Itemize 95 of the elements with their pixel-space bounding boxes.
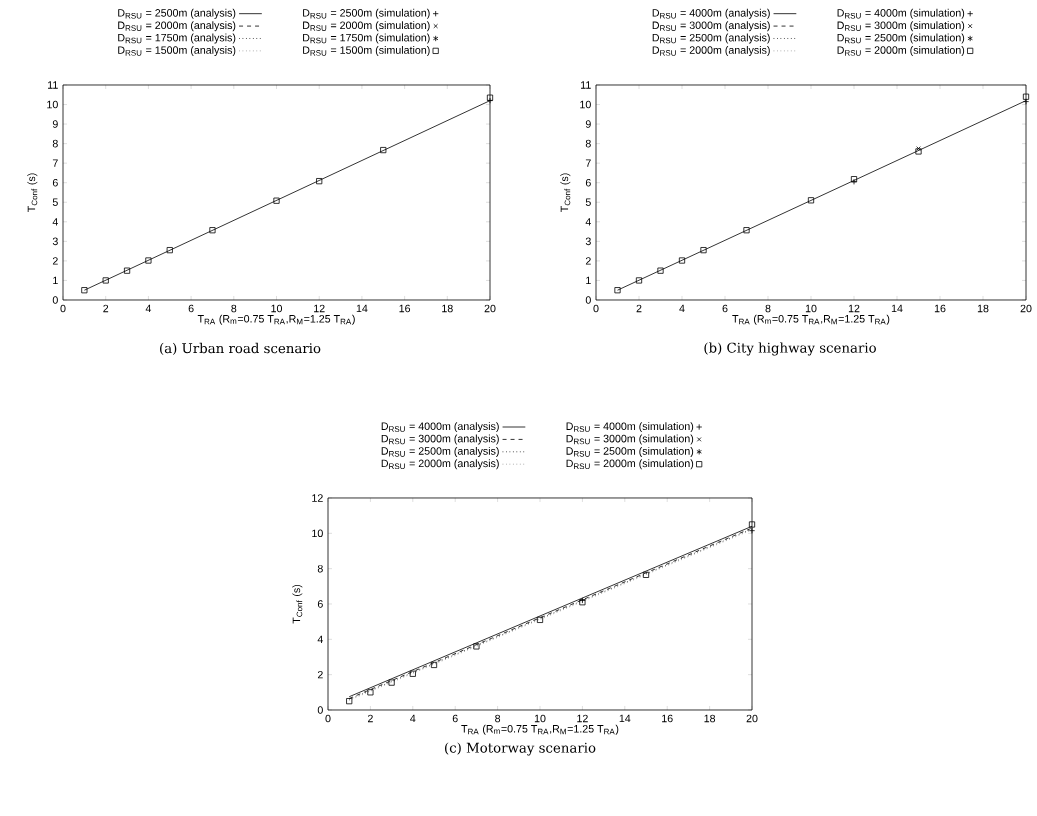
x-tick-label: 16: [399, 304, 411, 313]
x-tick-label: 0: [60, 304, 66, 313]
x-tick-label: 4: [145, 304, 152, 313]
x-tick-label: 0: [325, 714, 331, 723]
y-tick-label: 11: [581, 81, 591, 89]
legend-label: D$_{RSU}$ = 1750m (simulation): [303, 33, 430, 44]
text: T$_{RA}$ (R$_{m}$=0.75 T$_{RA}$,R$_{M}$=1.25 T$_{RA}$): [197, 314, 355, 325]
y-tick-label: 1: [53, 276, 58, 285]
x-tick-label: 18: [442, 304, 453, 313]
x-tick-label: 20: [746, 714, 758, 723]
x-tick-label: 4: [410, 714, 416, 723]
x-tick-label: 12: [848, 304, 860, 313]
x-tick-label: 18: [977, 304, 989, 313]
legend-label: D$_{RSU}$ = 4000m (simulation): [837, 8, 965, 19]
x-tick-label: 10: [534, 714, 546, 723]
y-tick-label: 10: [47, 100, 58, 109]
x-tick-label: 20: [1020, 304, 1032, 313]
y-tick-label: 8: [52, 139, 58, 148]
legend-label: D$_{RSU}$ = 4000m (simulation): [566, 422, 694, 433]
legend-label: D$_{RSU}$ = 2000m (simulation): [566, 459, 694, 470]
legend-label: D$_{RSU}$ = 2000m (analysis): [118, 21, 236, 32]
legend-label: D$_{RSU}$ = 3000m (analysis): [652, 21, 770, 32]
y-tick-label: 7: [52, 159, 58, 167]
legend-label: D$_{RSU}$ = 3000m (analysis): [381, 434, 499, 445]
x-tick-label: 4: [679, 304, 685, 313]
x-tick-label: 6: [722, 304, 728, 313]
legend-label: D$_{RSU}$ = 2500m (analysis): [381, 446, 499, 457]
y-tick-label: 0: [317, 706, 323, 714]
legend-label: D$_{RSU}$ = 4000m (analysis): [381, 422, 499, 433]
y-tick-label: 2: [52, 257, 58, 265]
x-tick-label: 6: [188, 304, 194, 313]
x-tick-label: 10: [805, 304, 817, 313]
legend-label: D$_{RSU}$ = 2500m (analysis): [118, 8, 236, 19]
x-tick-label: 8: [231, 304, 237, 313]
x-tick-label: 18: [704, 714, 716, 723]
y-tick-label: 1: [586, 276, 591, 285]
y-tick-label: 0: [585, 296, 591, 304]
legend-label: D$_{RSU}$ = 2500m (analysis): [652, 33, 770, 44]
legend-label: D$_{RSU}$ = 1500m (simulation): [303, 46, 430, 56]
y-tick-label: 4: [317, 635, 323, 643]
x-tick-label: 16: [662, 714, 673, 723]
y-tick-label: 8: [585, 139, 591, 148]
y-tick-label: 0: [52, 296, 58, 304]
x-tick-label: 10: [271, 304, 283, 313]
y-tick-label: 8: [317, 564, 323, 573]
y-tick-label: 5: [585, 198, 591, 206]
legend-label: D$_{RSU}$ = 2000m (simulation): [303, 21, 430, 32]
x-tick-label: 8: [495, 714, 501, 723]
x-tick-label: 14: [619, 714, 631, 723]
y-tick-label: 10: [580, 100, 591, 109]
x-tick-label: 20: [484, 304, 496, 313]
legend-label: D$_{RSU}$ = 3000m (simulation): [837, 21, 965, 32]
legend-label: D$_{RSU}$ = 2000m (analysis): [381, 459, 499, 470]
y-tick-label: 5: [52, 198, 58, 206]
y-tick-label: 6: [317, 600, 323, 608]
legend-label: D$_{RSU}$ = 4000m (analysis): [652, 8, 770, 19]
legend-label: D$_{RSU}$ = 1500m (analysis): [118, 46, 236, 56]
legend-label: D$_{RSU}$ = 2500m (simulation): [837, 33, 965, 44]
y-tick-label: 4: [52, 218, 58, 226]
x-tick-label: 0: [593, 304, 599, 313]
text: (a) Urban road scenario: [160, 342, 321, 356]
legend-label: D$_{RSU}$ = 1750m (analysis): [118, 33, 236, 44]
y-tick-label: 10: [312, 529, 323, 538]
y-tick-label: 11: [48, 81, 58, 89]
y-tick-label: 3: [52, 237, 58, 246]
legend-label: D$_{RSU}$ = 2500m (simulation): [303, 8, 430, 19]
y-tick-label: 3: [585, 237, 591, 246]
y-tick-label: 12: [312, 494, 323, 502]
text: T$_{RA}$ (R$_{m}$=0.75 T$_{RA}$,R$_{M}$=1.25 T$_{RA}$): [732, 314, 890, 325]
legend-label: D$_{RSU}$ = 2000m (analysis): [652, 46, 770, 56]
text: T$_{RA}$ (R$_{m}$=0.75 T$_{RA}$,R$_{M}$=1.25 T$_{RA}$): [461, 724, 619, 735]
legend-label: D$_{RSU}$ = 2000m (simulation): [837, 46, 965, 56]
y-tick-label: 4: [585, 218, 591, 226]
y-tick-label: 2: [585, 257, 591, 265]
y-tick-label: 6: [52, 178, 58, 187]
x-tick-label: 16: [934, 304, 946, 313]
y-tick-label: 7: [585, 159, 591, 167]
text: (b) City highway scenario: [704, 342, 876, 356]
y-tick-label: 9: [585, 120, 591, 128]
y-tick-label: 9: [52, 120, 58, 128]
y-axis-title: T$_{Conf}$ (s): [27, 173, 38, 212]
text: (c) Motorway scenario: [445, 742, 596, 756]
y-tick-label: 6: [585, 178, 591, 187]
legend-label: D$_{RSU}$ = 3000m (simulation): [566, 434, 694, 445]
y-tick-label: 2: [317, 670, 323, 679]
y-axis-title: T$_{Conf}$ (s): [560, 173, 571, 212]
legend-label: D$_{RSU}$ = 2500m (simulation): [566, 446, 694, 457]
x-tick-label: 2: [367, 714, 373, 723]
y-axis-title: T$_{Conf}$ (s): [292, 584, 303, 624]
x-tick-label: 2: [103, 304, 109, 313]
x-tick-label: 2: [636, 304, 642, 313]
x-tick-label: 8: [765, 304, 771, 313]
x-tick-label: 14: [356, 304, 368, 313]
x-tick-label: 14: [891, 304, 903, 313]
x-tick-label: 6: [452, 714, 458, 723]
